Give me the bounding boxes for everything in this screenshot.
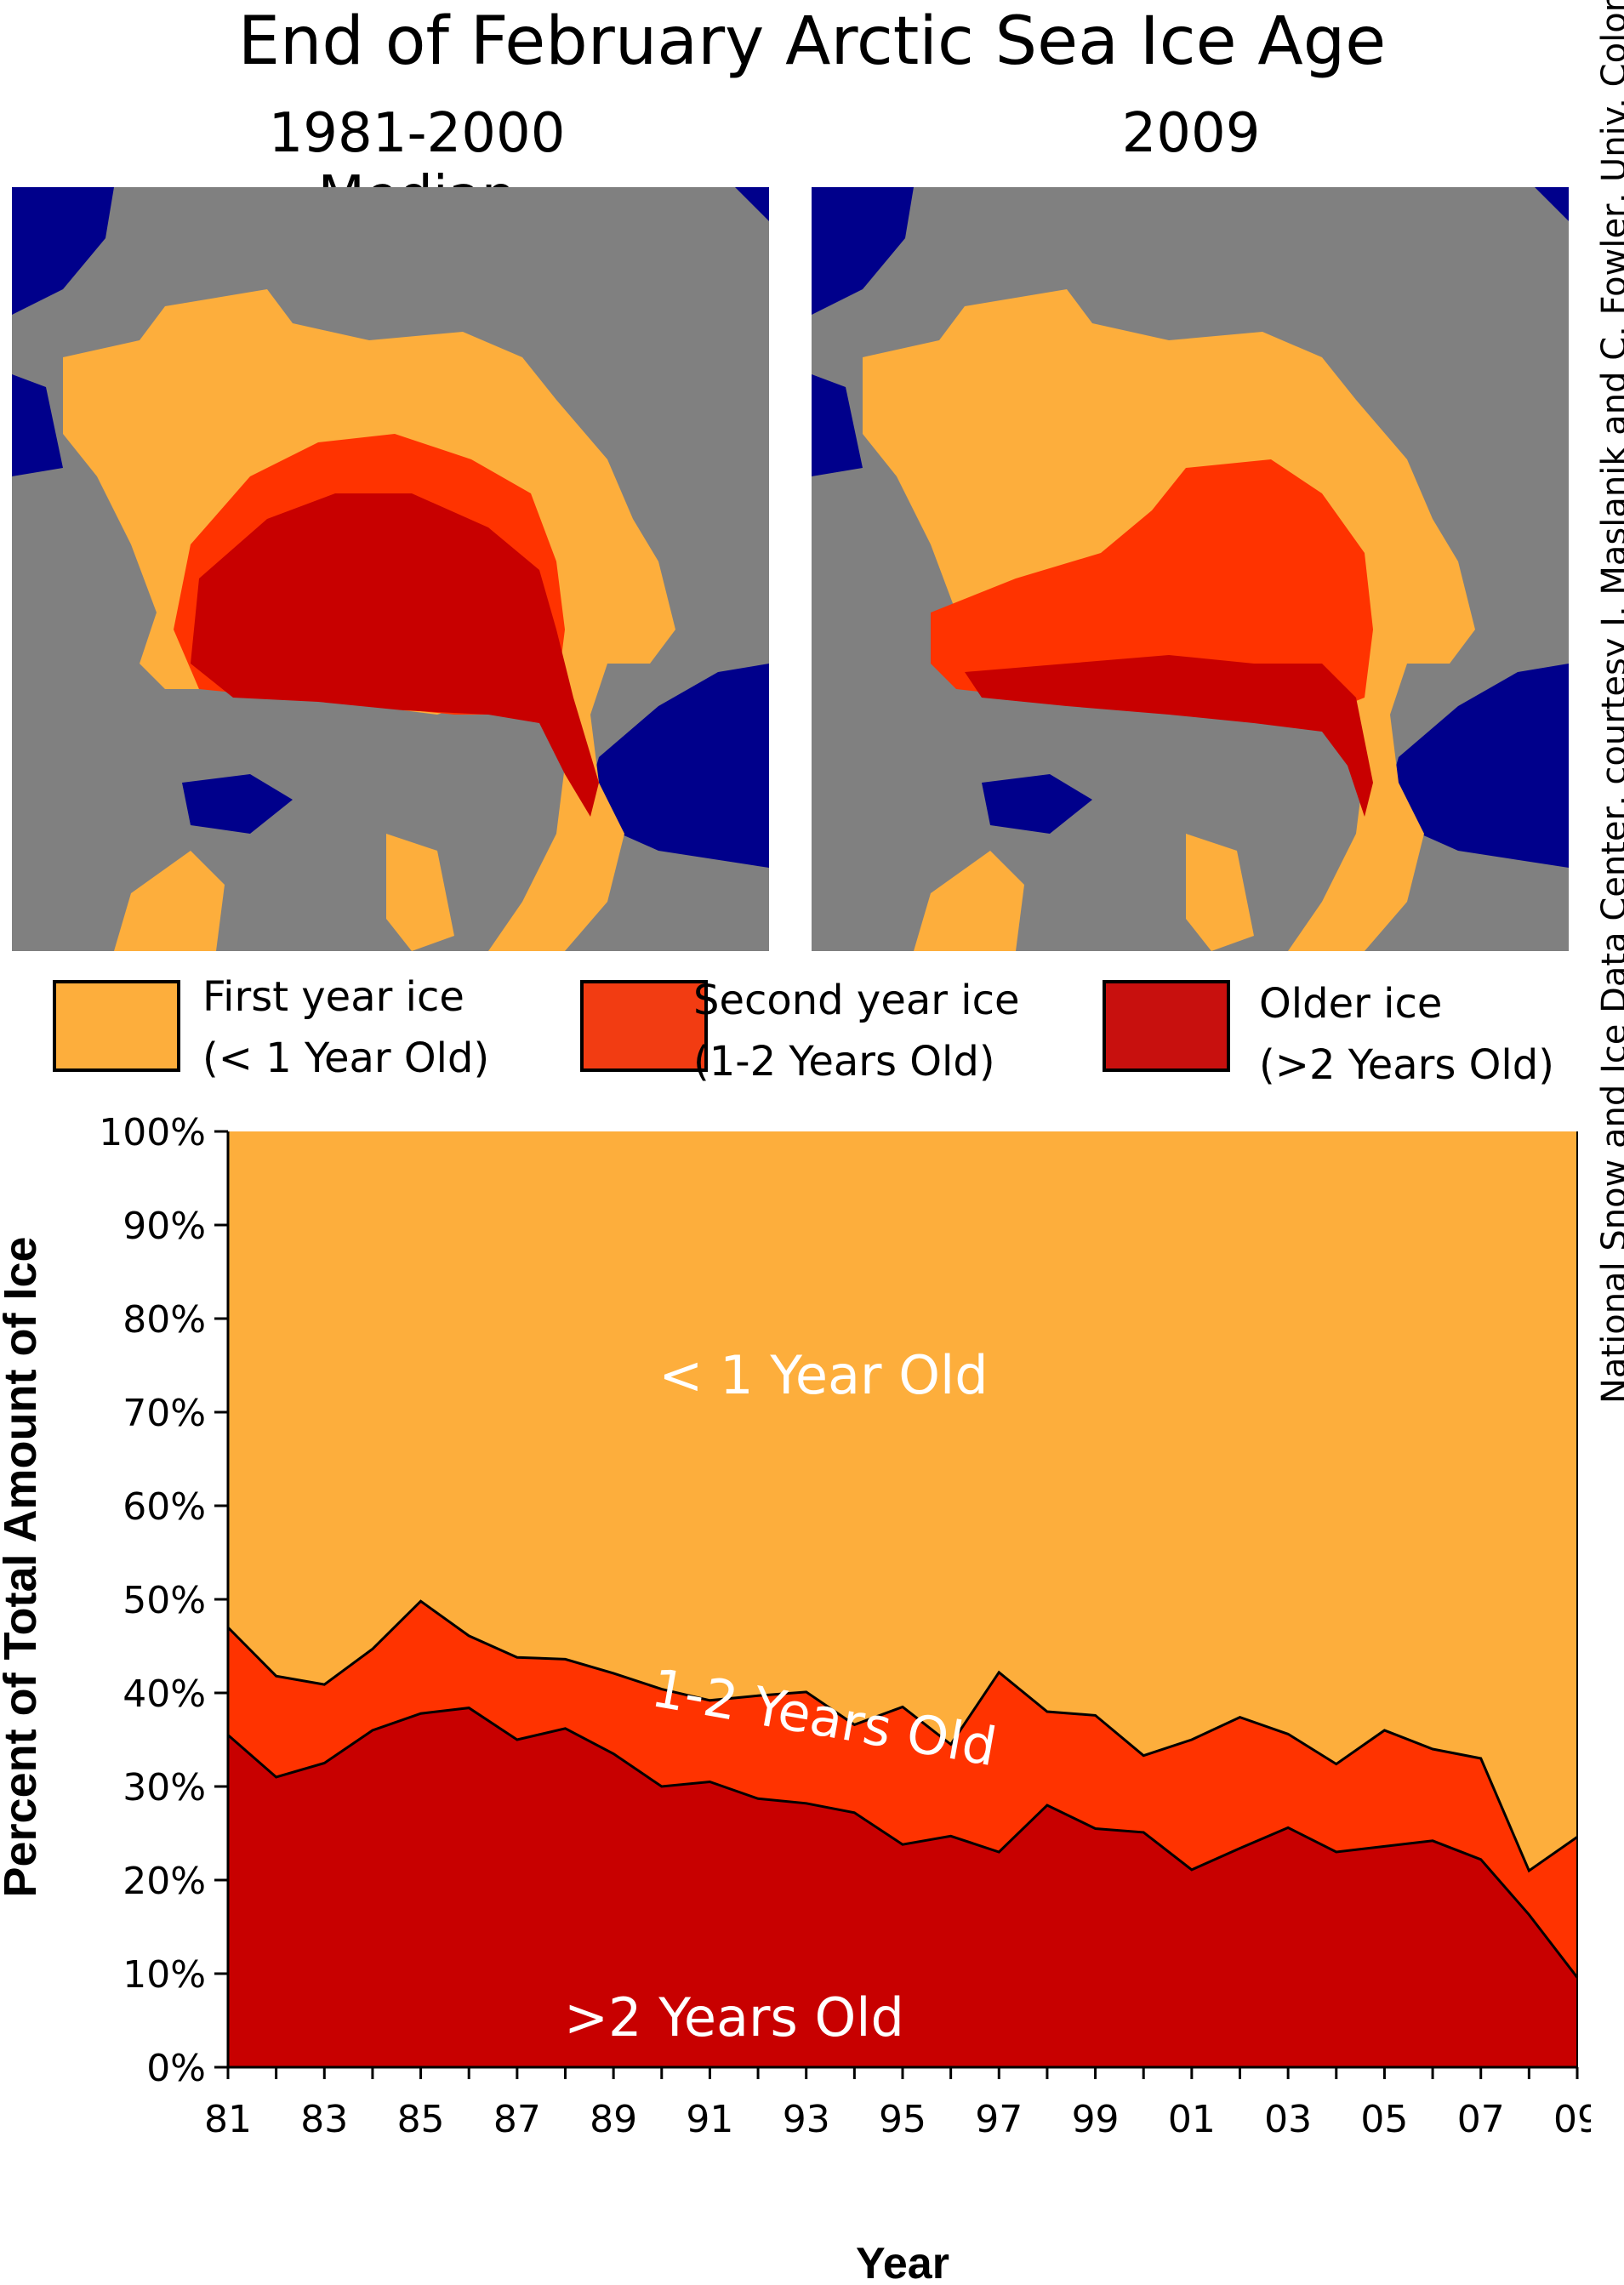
first-year-ice-area [114,851,225,951]
y-tick-label: 100% [99,1111,206,1154]
x-tick-label: 85 [397,2098,445,2141]
legend-label-first-year: First year ice (< 1 Year Old) [202,973,490,1082]
legend-label-second-year: Second year ice (1-2 Years Old) [693,977,1020,1086]
x-tick-label: 89 [590,2098,637,2141]
sea-ice-map-2009 [812,187,1569,951]
x-tick-label: 01 [1168,2098,1216,2141]
ocean-area [812,187,914,315]
chart-plot-area [226,1131,1579,2067]
x-tick-label: 91 [686,2098,733,2141]
credit-text: National Snow and Ice Data Center, court… [1595,0,1624,1404]
y-tick-label: 50% [123,1579,206,1622]
area-label-first-year: < 1 Year Old [658,1344,988,1406]
x-tick-label: 09 [1553,2098,1591,2141]
y-tick-label: 80% [123,1298,206,1342]
y-tick-label: 0% [146,2047,206,2090]
x-tick-label: 95 [879,2098,926,2141]
x-tick-label: 93 [783,2098,830,2141]
y-tick-label: 10% [123,1953,206,1997]
chart-axes: 0% 10% 20% 30% 40% 50% 60% 70% 80% 90% 100% 81 83 85 8… [99,1111,1591,2141]
area-second-year-ice [228,1601,1577,1978]
stacked-area-chart: 0% 10% 20% 30% 40% 50% 60% 70% 80% 90% 100% 81 83 85 8… [0,1111,1591,2285]
ocean-area [735,187,769,221]
x-tick-label: 07 [1457,2098,1505,2141]
legend-swatch-first-year [53,980,180,1072]
line-older-boundary [227,1707,1579,1979]
map-title-2009: 2009 [1121,102,1261,165]
y-axis-label: Percent of Total Amount of Ice [0,1236,46,1897]
ocean-area [12,374,63,476]
y-tick-label: 20% [123,1860,206,1903]
chart-title: End of February Arctic Sea Ice Age [237,3,1387,80]
x-tick-label: 81 [204,2098,252,2141]
second-year-ice-area [931,459,1373,719]
x-tick-label: 05 [1360,2098,1408,2141]
ocean-area [982,774,1092,834]
legend-label-older: Older ice (>2 Years Old) [1259,980,1554,1089]
ocean-area [1382,664,1569,868]
sea-ice-map-median [12,187,769,951]
first-year-ice-area [1186,834,1254,951]
older-ice-area [191,493,599,817]
ocean-area [1535,187,1569,221]
x-tick-label: 83 [300,2098,348,2141]
first-year-ice-area [914,851,1024,951]
y-tick-label: 90% [123,1205,206,1248]
ocean-area [812,374,863,476]
ocean-area [582,664,769,868]
line-second-year-boundary [226,1599,1578,1873]
x-axis-label: Year [856,2239,949,2285]
legend-swatch-older [1103,980,1230,1072]
x-tick-label: 87 [493,2098,541,2141]
legend-swatch-second-year [580,980,708,1072]
x-tick-label: 99 [1072,2098,1120,2141]
ocean-area [182,774,293,834]
y-tick-label: 60% [123,1485,206,1529]
area-older-ice [228,1707,1577,2067]
older-ice-area [965,655,1373,817]
first-year-ice-area [386,834,454,951]
area-label-older: >2 Years Old [564,1986,904,2049]
x-tick-label: 97 [975,2098,1023,2141]
ocean-area [12,187,114,315]
y-tick-label: 40% [123,1672,206,1716]
y-tick-label: 30% [123,1766,206,1809]
y-tick-label: 70% [123,1392,206,1435]
x-tick-label: 03 [1264,2098,1312,2141]
area-first-year-ice [228,1131,1577,1871]
